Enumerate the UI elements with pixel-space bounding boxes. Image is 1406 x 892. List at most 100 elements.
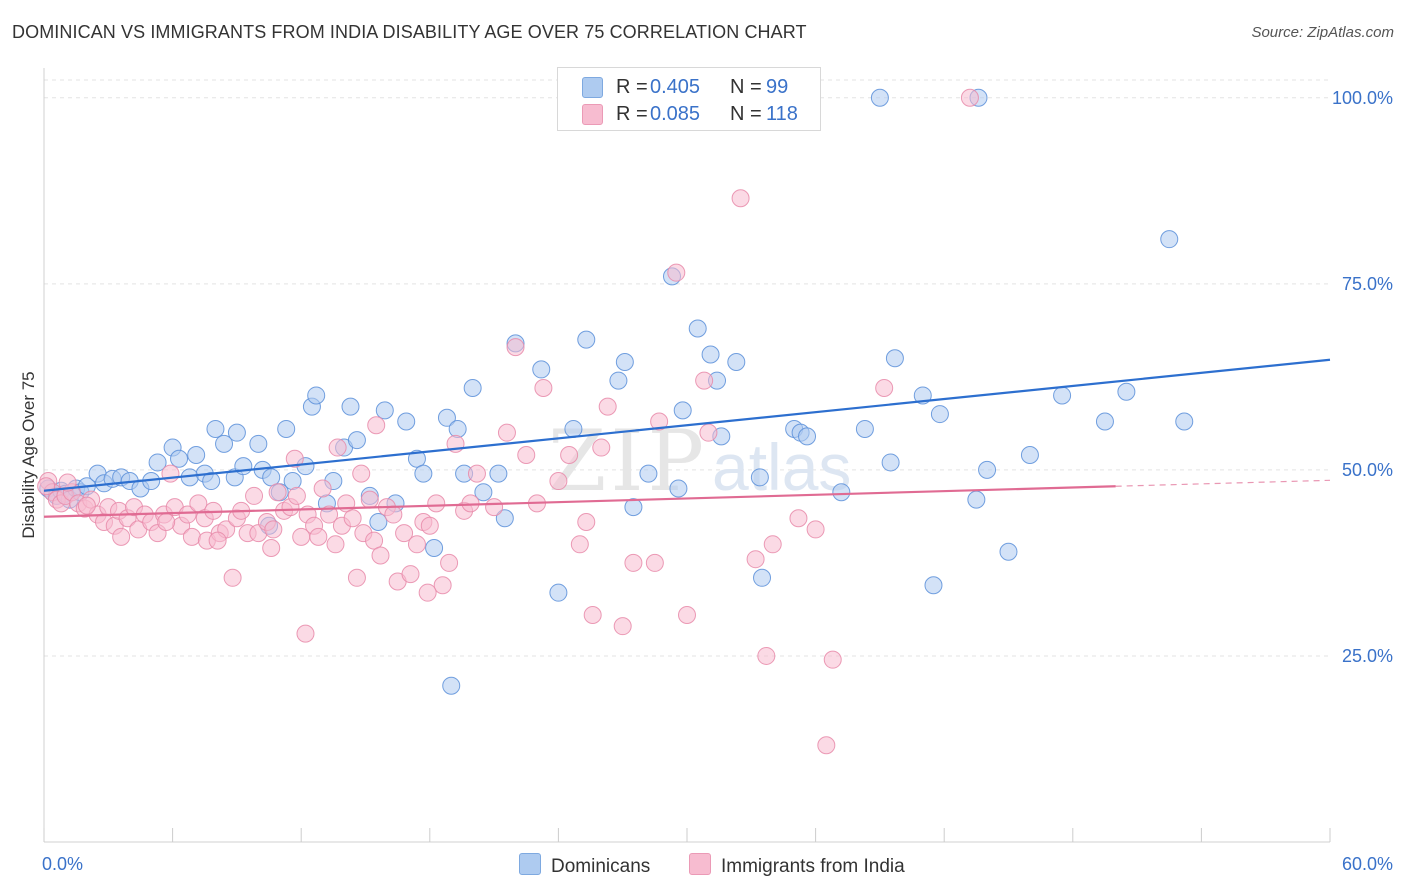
point-dominican: [564, 419, 583, 438]
point-dominican: [701, 345, 720, 364]
point-india: [746, 550, 765, 569]
point-dominican: [881, 453, 900, 472]
point-india: [427, 494, 446, 513]
point-dominican: [206, 419, 225, 438]
point-india: [157, 512, 176, 531]
point-dominican: [924, 576, 943, 595]
point-dominican: [930, 405, 949, 424]
point-india: [583, 606, 602, 625]
data-points: [37, 88, 1194, 755]
point-india: [418, 583, 437, 602]
point-dominican: [262, 468, 281, 487]
bottom-legend-india: Immigrants from India: [689, 853, 905, 878]
trend-lines: [43, 358, 1331, 518]
point-dominican: [375, 401, 394, 420]
point-india: [598, 397, 617, 416]
point-india: [401, 565, 420, 584]
point-india: [309, 527, 328, 546]
point-dominican: [397, 412, 416, 431]
trend-line-dominicans: [43, 358, 1331, 492]
point-india: [497, 423, 516, 442]
legend-r-label: R =: [616, 76, 648, 98]
point-dominican: [978, 460, 997, 479]
point-dominican: [750, 468, 769, 487]
legend-r-value: 0.085: [650, 103, 701, 125]
point-dominican: [341, 397, 360, 416]
point-india: [592, 438, 611, 457]
point-india: [560, 446, 579, 464]
chart-source: Source: ZipAtlas.com: [1251, 24, 1394, 41]
point-dominican: [347, 431, 366, 450]
y-tick-label: 25.0%: [1342, 646, 1393, 666]
point-dominican: [1117, 382, 1136, 401]
point-india: [650, 412, 669, 431]
point-india: [806, 520, 825, 539]
watermark-atlas: atlas: [712, 430, 851, 504]
point-dominican: [307, 386, 326, 405]
legend: R = 0.405 N = 99 R = 0.085 N = 118: [557, 67, 821, 131]
point-dominican: [855, 419, 874, 438]
point-india: [731, 189, 750, 208]
y-tick-label: 50.0%: [1342, 460, 1393, 480]
axes: [43, 68, 1331, 843]
point-dominican: [798, 427, 817, 446]
point-dominican: [283, 472, 302, 491]
x-tick-label-max: 60.0%: [1342, 854, 1393, 874]
point-india: [296, 624, 315, 643]
point-india: [347, 568, 366, 587]
point-india: [112, 527, 131, 546]
point-india: [371, 546, 390, 565]
bottom-legend-dominicans: Dominicans: [519, 853, 650, 878]
legend-n-value: 118: [766, 103, 798, 125]
point-india: [395, 524, 414, 543]
point-india: [613, 617, 632, 636]
point-india: [268, 483, 287, 502]
point-dominican: [489, 464, 508, 483]
point-india: [789, 509, 808, 528]
point-india: [699, 423, 718, 442]
point-dominican: [249, 434, 268, 453]
point-india: [223, 568, 242, 587]
legend-swatch-dominicans: [582, 77, 603, 98]
legend-row-india: R = 0.085 N = 118: [558, 101, 820, 127]
axis-labels: Disability Age Over 75 0.0% 60.0% 25.0% 5…: [19, 88, 1393, 874]
trend-line-india: [43, 485, 1116, 518]
chart-title: DOMINICAN VS IMMIGRANTS FROM INDIA DISAB…: [12, 22, 807, 42]
point-india: [285, 449, 304, 468]
point-india: [313, 479, 332, 498]
point-dominican: [727, 352, 746, 371]
point-dominican: [414, 464, 433, 483]
point-india: [440, 553, 459, 572]
point-dominican: [639, 464, 658, 483]
bottom-legend-swatch-india: [689, 853, 711, 875]
x-tick-label-min: 0.0%: [42, 854, 83, 874]
point-india: [549, 472, 568, 491]
point-dominican: [463, 379, 482, 398]
point-dominican: [187, 446, 206, 464]
point-dominican: [832, 483, 851, 502]
point-india: [645, 553, 664, 572]
point-dominican: [1175, 412, 1194, 431]
point-india: [485, 498, 504, 517]
point-india: [823, 650, 842, 669]
legend-n-label: N =: [730, 103, 762, 125]
point-india: [360, 490, 379, 509]
point-dominican: [967, 490, 986, 509]
point-india: [506, 338, 525, 357]
point-india: [287, 486, 306, 505]
bottom-legend-label-india: Immigrants from India: [721, 856, 905, 877]
point-india: [367, 416, 386, 435]
point-dominican: [673, 401, 692, 420]
point-india: [77, 496, 96, 515]
legend-r-value: 0.405: [650, 76, 701, 98]
point-dominican: [1020, 446, 1039, 464]
point-india: [262, 539, 281, 558]
bottom-legend-swatch-dominicans: [519, 853, 541, 875]
point-dominican: [425, 539, 444, 558]
point-dominican: [615, 352, 634, 371]
point-india: [182, 527, 201, 546]
gridlines: [44, 79, 1330, 657]
point-india: [178, 505, 197, 524]
bottom-legend-label-dominicans: Dominicans: [551, 856, 651, 877]
